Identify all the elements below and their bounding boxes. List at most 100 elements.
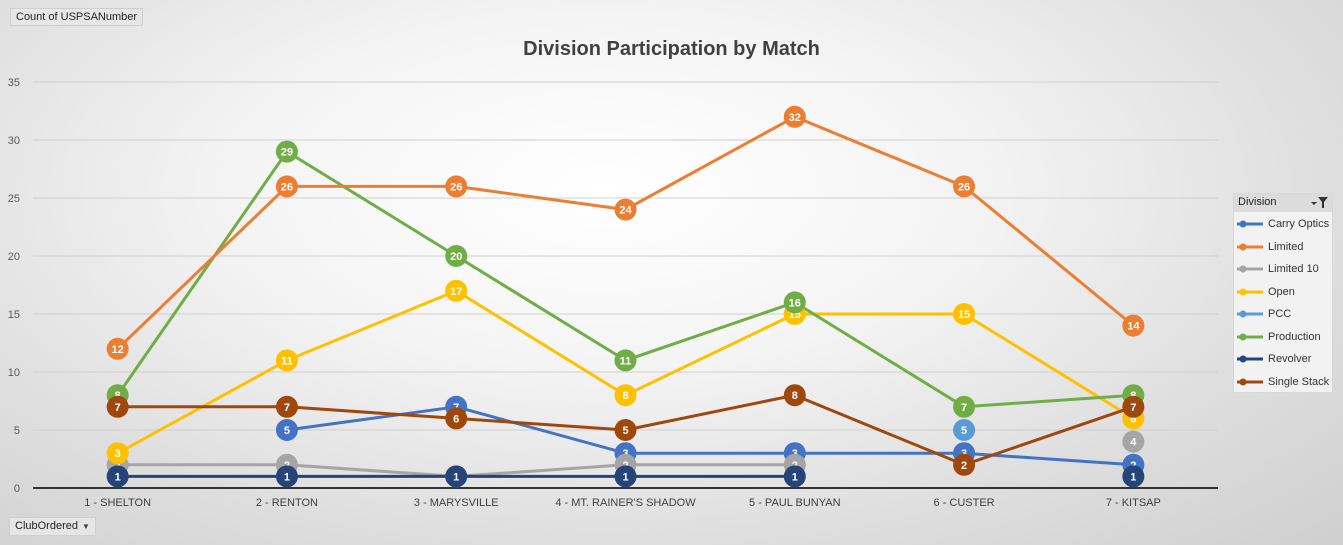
y-tick-label: 20 (8, 251, 20, 263)
data-point-production[interactable] (953, 395, 976, 418)
x-tick-label: 1 - SHELTON (84, 497, 151, 509)
y-tick-label: 15 (8, 309, 20, 321)
data-label-single-stack: 2 (961, 460, 967, 472)
data-point-single-stack[interactable] (275, 395, 298, 418)
data-label-single-stack: 8 (792, 390, 798, 402)
data-point-open[interactable] (953, 303, 976, 325)
legend-item-limited-10[interactable]: Limited 10 (1236, 261, 1319, 277)
y-tick-label: 0 (14, 483, 20, 495)
data-label-carry-optics: 5 (284, 425, 290, 437)
data-point-limited[interactable] (783, 105, 806, 128)
data-point-limited[interactable] (275, 175, 298, 198)
data-point-single-stack[interactable] (106, 395, 129, 418)
data-point-limited[interactable] (1122, 314, 1145, 337)
x-tick-label: 3 - MARYSVILLE (414, 497, 499, 509)
legend-swatch-limited (1237, 243, 1263, 250)
data-label-limited: 26 (958, 181, 970, 193)
data-point-open[interactable] (445, 279, 468, 302)
y-tick-label: 25 (8, 193, 20, 205)
data-point-limited[interactable] (953, 175, 976, 198)
legend-label: Limited (1268, 240, 1304, 253)
chart-title: Division Participation by Match (523, 38, 820, 60)
data-point-limited[interactable] (106, 337, 129, 360)
gridlines (33, 81, 1218, 489)
y-axis-ticks: 0 5 10 15 20 25 30 35 (8, 77, 20, 495)
data-label-limited: 14 (1127, 321, 1140, 333)
data-point-revolver[interactable] (445, 465, 468, 488)
data-point-limited[interactable] (445, 175, 468, 198)
legend-swatch-pcc (1237, 310, 1263, 318)
legend-swatch-limited-10 (1237, 265, 1263, 273)
data-label-revolver: 1 (1130, 471, 1136, 483)
data-label-production: 11 (620, 355, 632, 367)
data-point-production[interactable] (275, 140, 298, 163)
x-axis-ticks: 1 - SHELTON 2 - RENTON 3 - MARYSVILLE 4 - M… (84, 497, 1161, 509)
data-label-single-stack: 6 (453, 413, 459, 425)
data-label-production: 20 (450, 251, 462, 263)
data-point-revolver[interactable] (783, 465, 806, 488)
data-label-open: 15 (958, 309, 970, 321)
x-tick-label: 6 - CUSTER (934, 497, 995, 509)
legend-label: Revolver (1268, 353, 1312, 365)
data-point-single-stack[interactable] (1122, 395, 1145, 418)
legend: Division Carry Optics Limited Limited 10 Op… (1233, 193, 1333, 393)
legend-label: Limited 10 (1268, 263, 1319, 275)
legend-item-production[interactable]: Production (1236, 329, 1321, 345)
data-point-carry-optics[interactable] (275, 419, 298, 441)
data-point-revolver[interactable] (1122, 465, 1145, 488)
data-label-limited: 26 (281, 181, 293, 193)
axis-field-button[interactable]: ClubOrdered ▼ (9, 517, 96, 536)
legend-item-single-stack[interactable]: Single Stack (1236, 374, 1329, 390)
legend-swatch-revolver (1237, 355, 1263, 363)
data-point-open[interactable] (106, 442, 129, 465)
legend-swatch-open (1237, 288, 1263, 295)
data-label-revolver: 1 (622, 471, 628, 483)
data-label-revolver: 1 (792, 471, 798, 483)
data-label-open: 11 (281, 355, 293, 367)
data-point-revolver[interactable] (275, 465, 298, 488)
data-label-revolver: 1 (115, 471, 121, 483)
legend-header[interactable]: Division (1234, 194, 1332, 212)
axis-field-label: ClubOrdered (15, 520, 78, 532)
data-label-production: 7 (961, 402, 967, 414)
dropdown-caret-icon: ▼ (81, 522, 90, 531)
data-point-production[interactable] (783, 291, 806, 314)
data-point-single-stack[interactable] (783, 384, 806, 407)
legend-item-open[interactable]: Open (1236, 284, 1295, 300)
data-label-limited-10: 4 (1130, 437, 1137, 449)
data-point-open[interactable] (275, 349, 298, 372)
data-label-limited: 32 (789, 112, 801, 124)
filter-dropdown-icon[interactable] (1309, 196, 1329, 210)
data-label-open: 3 (115, 448, 121, 460)
x-tick-label: 4 - MT. RAINER'S SHADOW (555, 497, 696, 509)
data-point-revolver[interactable] (106, 465, 129, 488)
legend-swatch-carry-optics (1237, 220, 1263, 228)
legend-item-limited[interactable]: Limited (1236, 239, 1303, 255)
legend-title: Division (1238, 196, 1277, 208)
data-point-single-stack[interactable] (445, 407, 468, 430)
legend-item-carry-optics[interactable]: Carry Optics (1236, 216, 1329, 232)
data-point-open[interactable] (614, 384, 637, 407)
data-label-limited: 12 (112, 344, 124, 356)
data-point-production[interactable] (614, 349, 637, 372)
y-tick-label: 5 (14, 425, 20, 437)
value-field-button[interactable]: Count of USPSANumber (10, 8, 144, 26)
data-label-open: 6 (1130, 413, 1136, 425)
data-point-pcc[interactable] (953, 419, 976, 441)
data-point-revolver[interactable] (614, 465, 637, 488)
y-tick-label: 10 (8, 367, 20, 379)
legend-label: Carry Optics (1268, 218, 1330, 230)
legend-item-pcc[interactable]: PCC (1236, 306, 1291, 322)
data-point-limited[interactable] (614, 198, 637, 221)
data-point-single-stack[interactable] (614, 419, 637, 441)
data-label-single-stack: 5 (622, 425, 628, 437)
data-point-single-stack[interactable] (953, 453, 976, 476)
legend-swatch-production (1237, 333, 1263, 340)
x-tick-label: 5 - PAUL BUNYAN (749, 497, 841, 509)
series-markers: 5733322212243111781515658292011167812262… (106, 105, 1145, 488)
data-label-single-stack: 7 (284, 402, 290, 414)
data-point-production[interactable] (445, 245, 468, 267)
legend-item-revolver[interactable]: Revolver (1236, 351, 1311, 367)
data-label-open: 17 (450, 286, 462, 298)
data-point-limited-10[interactable] (1122, 430, 1145, 453)
